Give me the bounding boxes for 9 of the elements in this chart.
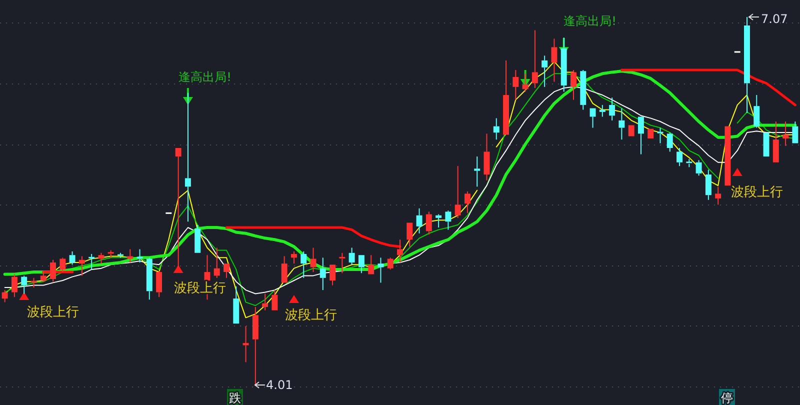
annotation: 波段上行 xyxy=(27,305,79,320)
annotation: 7.07 xyxy=(761,12,788,26)
annotation: 逢高出局! xyxy=(564,14,616,28)
annotation: 波段上行 xyxy=(731,185,783,200)
text: 停 xyxy=(721,391,733,405)
annotation: 4.01 xyxy=(266,378,293,392)
text: 跌 xyxy=(229,391,241,405)
annotation: 波段上行 xyxy=(285,308,337,323)
annotation: 逢高出局! xyxy=(178,70,232,84)
